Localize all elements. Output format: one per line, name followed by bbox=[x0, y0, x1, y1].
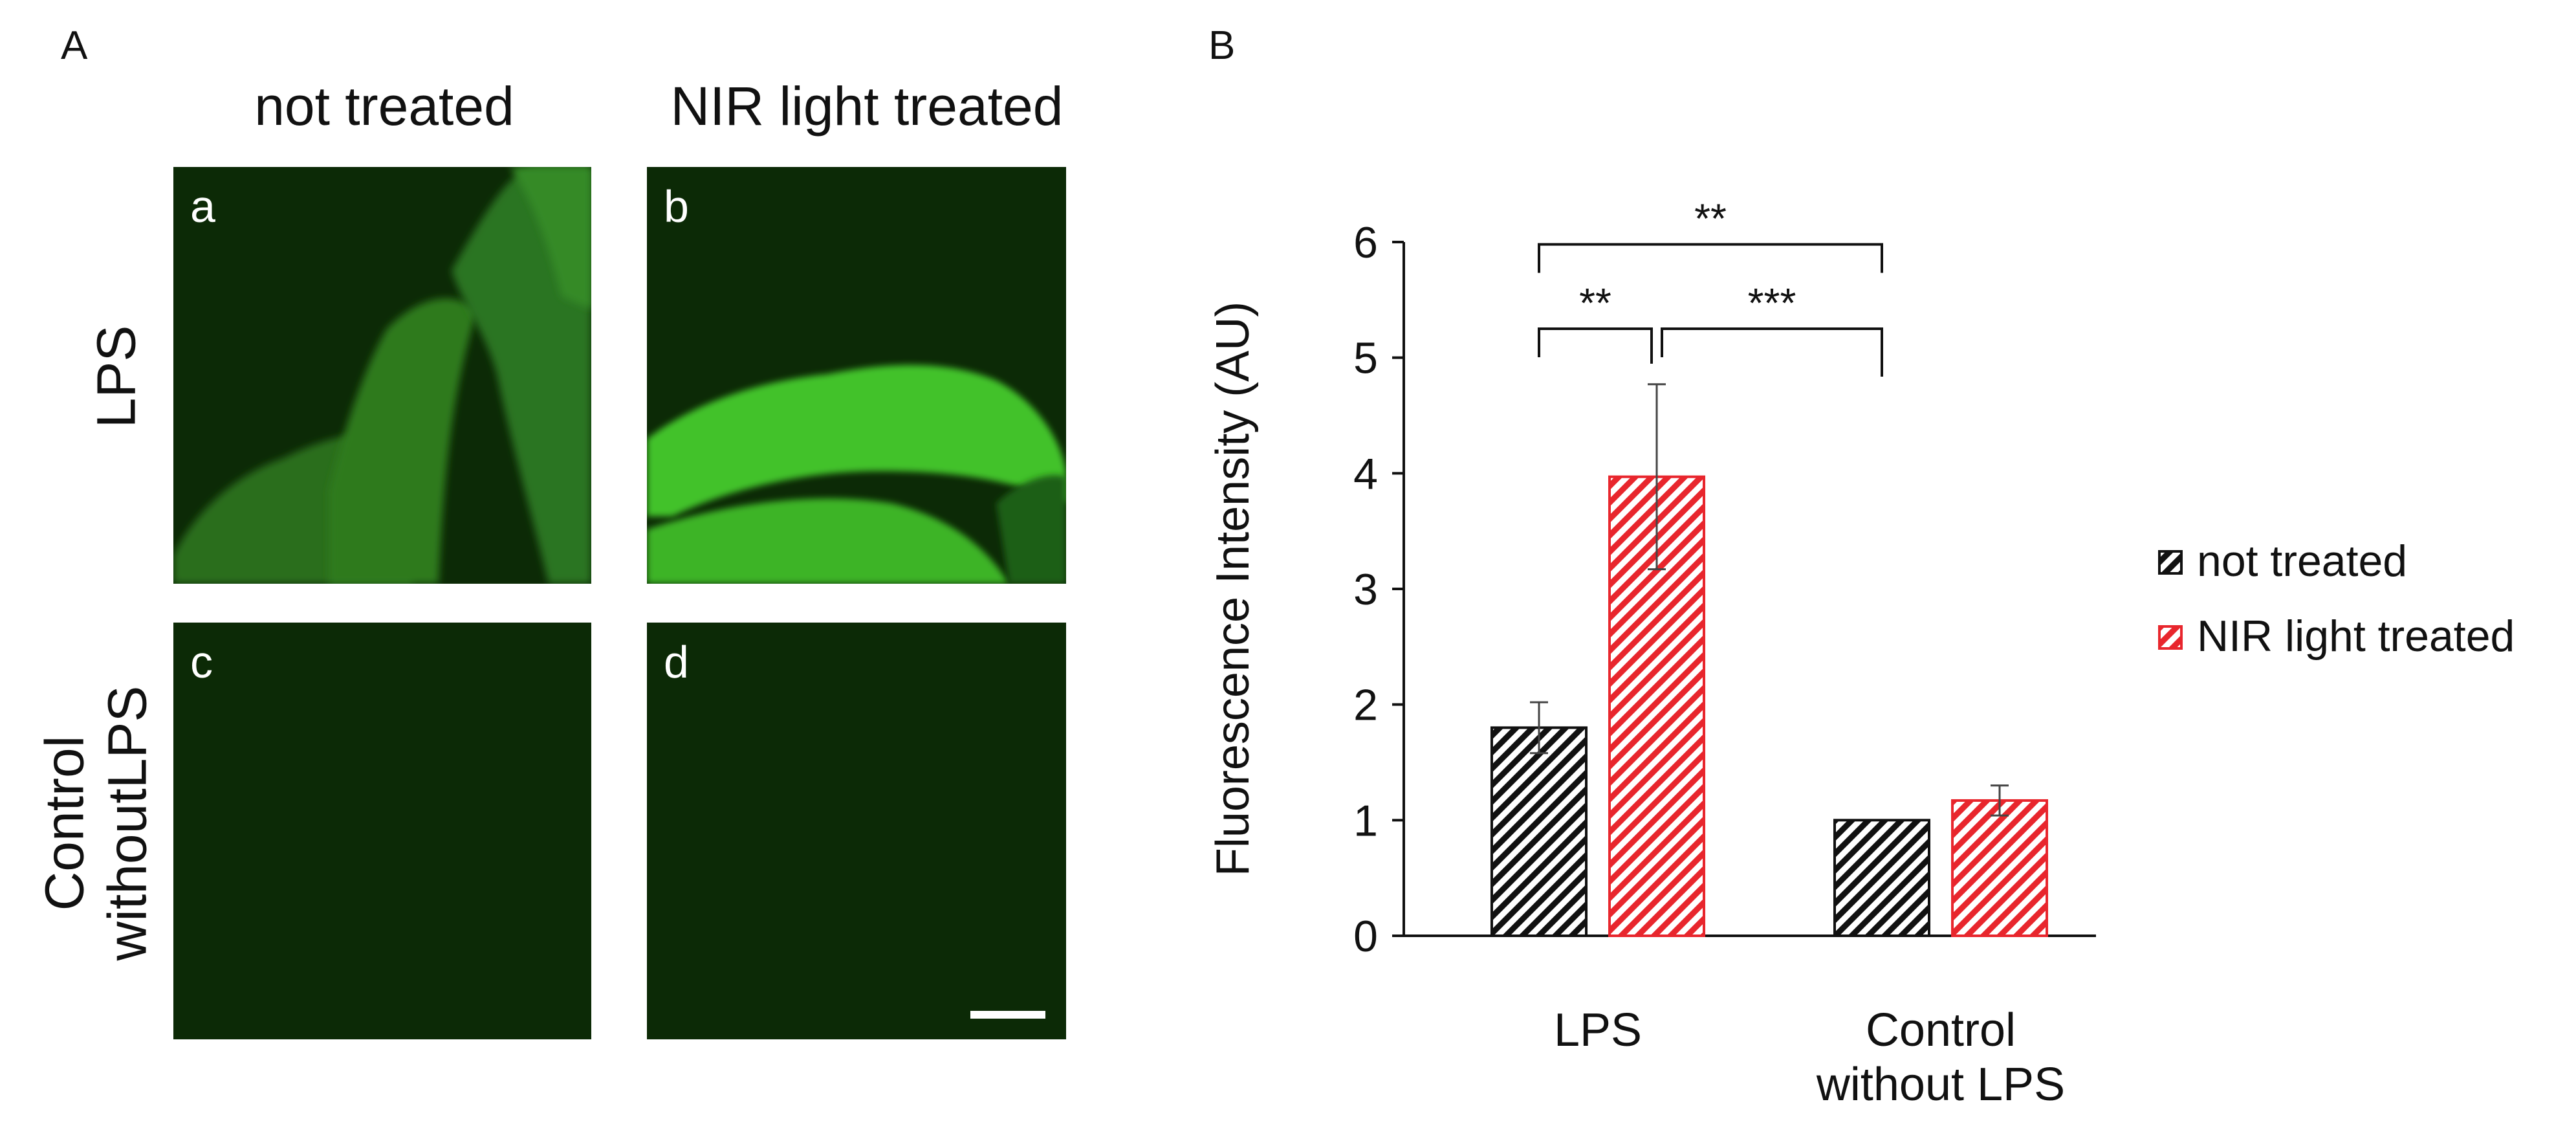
panel-a-letter: A bbox=[61, 23, 88, 68]
micrograph-d-label: d bbox=[664, 637, 689, 687]
significance-label: ** bbox=[1579, 280, 1611, 326]
bar-nir-light-treated-1 bbox=[1951, 799, 2048, 937]
legend-label: NIR light treated bbox=[2197, 612, 2515, 661]
significance-bracket bbox=[1538, 243, 1883, 273]
legend-swatch bbox=[2158, 550, 2183, 575]
micrograph-b: b bbox=[647, 167, 1066, 584]
y-axis-label: Fluorescence Intensity (AU) bbox=[1207, 302, 1259, 876]
x-category-label: Control bbox=[1866, 1004, 2016, 1056]
micrograph-a: a bbox=[173, 167, 591, 584]
y-tick-label: 2 bbox=[1353, 681, 1378, 730]
x-category-label: LPS bbox=[1554, 1004, 1642, 1056]
y-tick-label: 1 bbox=[1353, 796, 1378, 845]
panel-b-letter: B bbox=[1208, 23, 1236, 68]
y-tick-label: 0 bbox=[1353, 912, 1378, 961]
y-tick-label: 4 bbox=[1353, 449, 1378, 498]
micrograph-d: d bbox=[647, 623, 1066, 1039]
micrograph-a-label: a bbox=[190, 181, 215, 232]
micrograph-b-label: b bbox=[664, 181, 689, 232]
y-tick-label: 3 bbox=[1353, 565, 1378, 614]
significance-label: *** bbox=[1748, 280, 1796, 326]
significance-bracket bbox=[1661, 327, 1883, 377]
column-header-not-treated: not treated bbox=[254, 76, 514, 137]
scale-bar bbox=[970, 1011, 1045, 1019]
x-category-label: without LPS bbox=[1816, 1059, 2065, 1111]
significance-bracket bbox=[1538, 327, 1653, 364]
column-header-nir-treated: NIR light treated bbox=[670, 76, 1064, 137]
legend-label: not treated bbox=[2197, 536, 2407, 586]
micrograph-c: c bbox=[173, 623, 591, 1039]
bar-not-treated-1 bbox=[1833, 819, 1930, 938]
micrograph-a-cells bbox=[173, 167, 591, 584]
y-tick-label: 6 bbox=[1353, 218, 1378, 267]
bar-not-treated-0 bbox=[1490, 726, 1588, 938]
y-tick-label: 5 bbox=[1353, 334, 1378, 383]
micrograph-c-label: c bbox=[190, 637, 213, 687]
significance-label: ** bbox=[1694, 195, 1727, 242]
micrograph-b-cells bbox=[647, 167, 1066, 584]
legend-swatch bbox=[2158, 625, 2183, 650]
